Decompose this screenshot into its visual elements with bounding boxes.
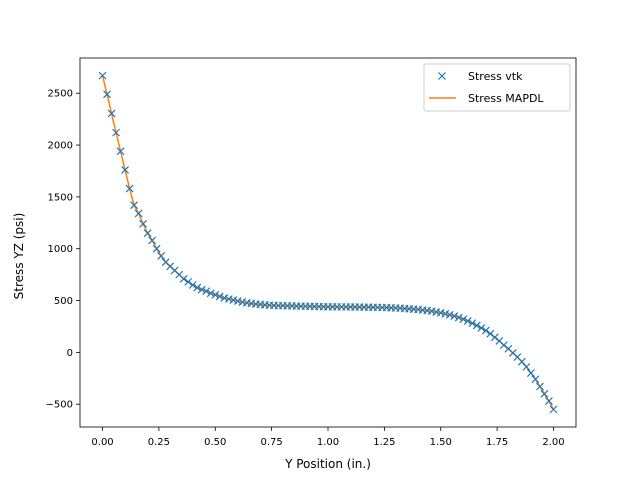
data-point-marker [184,277,193,286]
data-point-marker [125,184,134,193]
data-point-marker [459,315,468,324]
x-tick-label: 1.75 [486,437,508,448]
y-tick-label: 1000 [48,244,73,255]
data-point-marker [463,317,472,325]
legend-label: Stress vtk [468,70,523,83]
data-point-marker [143,229,152,238]
data-point-marker [179,274,188,283]
data-point-marker [112,128,120,137]
data-point-marker [206,289,215,298]
data-point-marker [121,166,130,174]
y-tick-label: 2500 [48,89,73,100]
data-point-marker [472,321,481,330]
data-point-marker [98,71,107,80]
data-point-marker [148,236,157,245]
data-point-marker [545,397,553,406]
data-point-marker [441,309,450,318]
y-tick-label: 0 [67,348,73,359]
data-point-marker [103,90,111,99]
data-point-marker [220,294,229,302]
x-tick-label: 0.50 [204,437,226,448]
plot-area [98,71,558,414]
data-point-marker [499,341,508,350]
y-tick-label: −500 [46,400,73,411]
data-point-marker [445,310,454,319]
data-point-marker [193,283,202,292]
legend: Stress vtk Stress MAPDL [423,63,571,112]
legend-label: Stress MAPDL [468,92,544,105]
data-point-marker [157,252,166,260]
data-point-marker [116,147,125,156]
data-point-marker [107,109,116,118]
data-point-marker [188,281,197,289]
data-point-marker [477,323,486,332]
data-point-marker [436,308,445,317]
data-point-marker [211,290,220,299]
data-point-marker [202,287,211,296]
data-point-marker [522,362,531,371]
data-point-marker [229,296,238,304]
data-point-marker [540,389,549,398]
data-point-marker [454,313,463,322]
legend-marker-x [438,72,446,80]
data-point-marker [526,369,535,378]
data-point-marker [197,285,206,294]
x-tick-label: 1.50 [430,437,452,448]
data-point-marker [490,333,499,342]
x-tick-label: 0.00 [91,437,113,448]
x-tick-label: 0.75 [261,437,283,448]
x-tick-label: 1.25 [373,437,395,448]
y-axis-label: Stress YZ (psi) [12,213,26,300]
data-point-marker [481,326,490,335]
data-point-marker [468,319,477,328]
data-point-marker [486,329,495,338]
y-tick-label: 2000 [48,141,73,152]
x-axis-label: Y Position (in.) [284,457,371,471]
data-point-marker [549,405,558,414]
x-tick-label: 0.25 [148,437,170,448]
axes: 0.00 0.25 0.50 0.75 1.00 1.25 1.50 1.75 2.00 −500… [46,57,577,448]
data-point-marker [130,201,139,210]
x-tick-label: 1.00 [317,437,339,448]
data-point-marker [450,312,459,321]
data-point-marker [224,295,233,303]
data-point-marker [152,244,161,253]
data-point-marker [134,209,143,218]
y-tick-label: 500 [54,296,73,307]
data-point-marker [139,219,148,228]
data-point-marker [536,382,544,391]
data-point-marker [233,297,242,305]
y-tick-label: 1500 [48,192,73,203]
legend-box [423,63,571,112]
data-point-marker [215,292,224,301]
x-tick-label: 2.00 [542,437,564,448]
data-point-marker [531,375,540,384]
